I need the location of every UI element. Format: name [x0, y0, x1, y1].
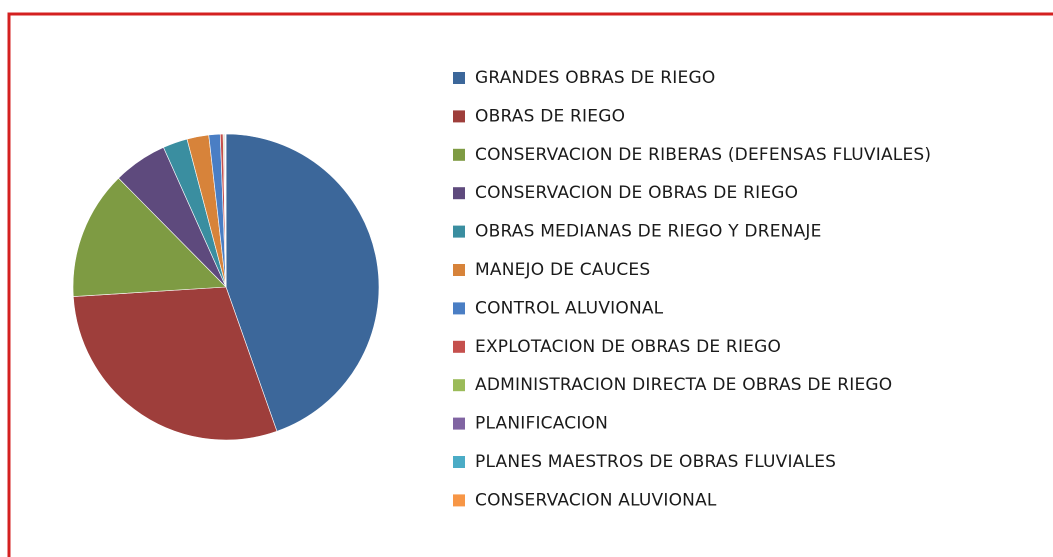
- legend-label: PLANIFICACION: [475, 414, 608, 434]
- pie-slice: [72, 177, 227, 297]
- legend-swatch: [453, 264, 465, 276]
- legend-label: OBRAS MEDIANAS DE RIEGO Y DRENAJE: [475, 222, 822, 242]
- legend-swatch: [453, 72, 465, 84]
- pie-slice: [72, 286, 278, 441]
- legend-label: CONSERVACION DE RIBERAS (DEFENSAS FLUVIA…: [475, 145, 931, 165]
- legend-swatch: [453, 225, 465, 238]
- legend-label: CONSERVACION DE OBRAS DE RIEGO: [475, 183, 798, 203]
- legend-label: ADMINISTRACION DIRECTA DE OBRAS DE RIEGO: [475, 375, 892, 395]
- legend-swatch: [453, 456, 465, 468]
- legend-label: CONSERVACION ALUVIONAL: [475, 490, 717, 510]
- legend-swatch: [453, 340, 465, 353]
- legend-label: GRANDES OBRAS DE RIEGO: [475, 68, 715, 88]
- legend-swatch: [453, 417, 465, 430]
- legend-label: EXPLOTACION DE OBRAS DE RIEGO: [475, 337, 781, 357]
- pie-slice: [225, 133, 380, 432]
- legend-swatch: [453, 187, 465, 200]
- legend-label: PLANES MAESTROS DE OBRAS FLUVIALES: [475, 452, 836, 472]
- legend-swatch: [453, 148, 465, 161]
- legend-swatch: [453, 494, 465, 507]
- legend-swatch: [453, 110, 465, 123]
- legend-label: MANEJO DE CAUCES: [475, 260, 650, 280]
- legend-swatch: [453, 302, 465, 315]
- legend-label: CONTROL ALUVIONAL: [475, 298, 664, 318]
- legend-label: OBRAS DE RIEGO: [475, 106, 625, 126]
- legend-swatch: [453, 379, 465, 392]
